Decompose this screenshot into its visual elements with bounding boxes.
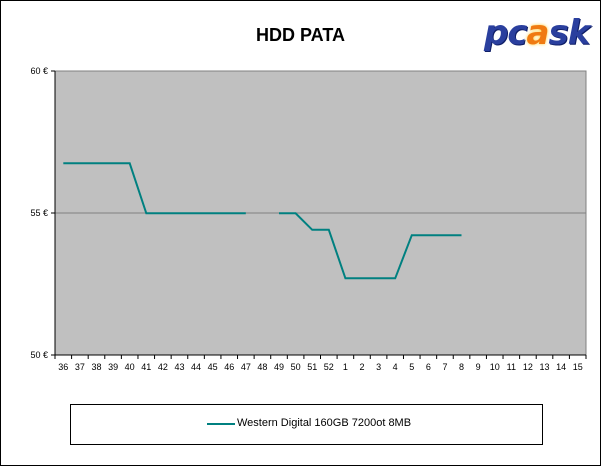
x-tick-label: 51 (307, 362, 317, 372)
x-tick-label: 49 (274, 362, 284, 372)
x-tick-label: 14 (556, 362, 566, 372)
y-tick-label: 55 € (30, 208, 48, 218)
x-tick-label: 5 (409, 362, 414, 372)
x-tick-label: 44 (191, 362, 201, 372)
x-tick-label: 11 (507, 362, 516, 372)
logo-flame: a (526, 13, 550, 53)
x-tick-label: 4 (393, 362, 398, 372)
x-tick-label: 6 (426, 362, 431, 372)
pcask-logo: pcask (484, 13, 590, 53)
logo-text-1: pc (484, 13, 527, 53)
plot-area: 50 €55 €60 €36 37 38 39 40 41 42 43 44 45 46 47 48 49… (30, 66, 587, 372)
x-tick-label: 50 (291, 362, 301, 372)
x-tick-label: 43 (174, 362, 184, 372)
y-tick-label: 50 € (30, 350, 48, 360)
x-tick-label: 41 (141, 362, 151, 372)
logo-text-2: sk (548, 13, 590, 53)
x-tick-label: 3 (376, 362, 381, 372)
x-tick-label: 1 (343, 362, 348, 372)
x-tick-label: 10 (490, 362, 500, 372)
series-line (279, 212, 462, 280)
x-tick-label: 9 (476, 362, 481, 372)
x-tick-label: 36 (58, 362, 68, 372)
x-tick-label: 38 (91, 362, 101, 372)
legend-label: Western Digital 160GB 7200ot 8MB (237, 417, 412, 429)
x-tick-label: 40 (125, 362, 135, 372)
series-line (63, 162, 246, 215)
x-tick-label: 7 (442, 362, 447, 372)
x-tick-label: 37 (75, 362, 85, 372)
x-tick-label: 48 (257, 362, 267, 372)
legend-swatch (207, 423, 235, 425)
x-tick-label: 39 (108, 362, 118, 372)
x-tick-label: 42 (158, 362, 168, 372)
x-tick-label: 45 (208, 362, 218, 372)
legend: Western Digital 160GB 7200ot 8MB (70, 404, 543, 445)
x-tick-label: 52 (324, 362, 334, 372)
y-tick-label: 60 € (30, 66, 48, 76)
chart-svg: 50 €55 €60 €36 37 38 39 40 41 42 43 44 45 46 47 48 49… (30, 66, 587, 372)
x-tick-label: 46 (224, 362, 234, 372)
x-tick-label: 47 (241, 362, 251, 372)
x-tick-label: 2 (359, 362, 364, 372)
chart-title: HDD PATA (256, 25, 345, 45)
x-tick-label: 8 (459, 362, 464, 372)
x-tick-label: 12 (523, 362, 533, 372)
x-tick-label: 15 (573, 362, 583, 372)
x-tick-label: 13 (540, 362, 550, 372)
